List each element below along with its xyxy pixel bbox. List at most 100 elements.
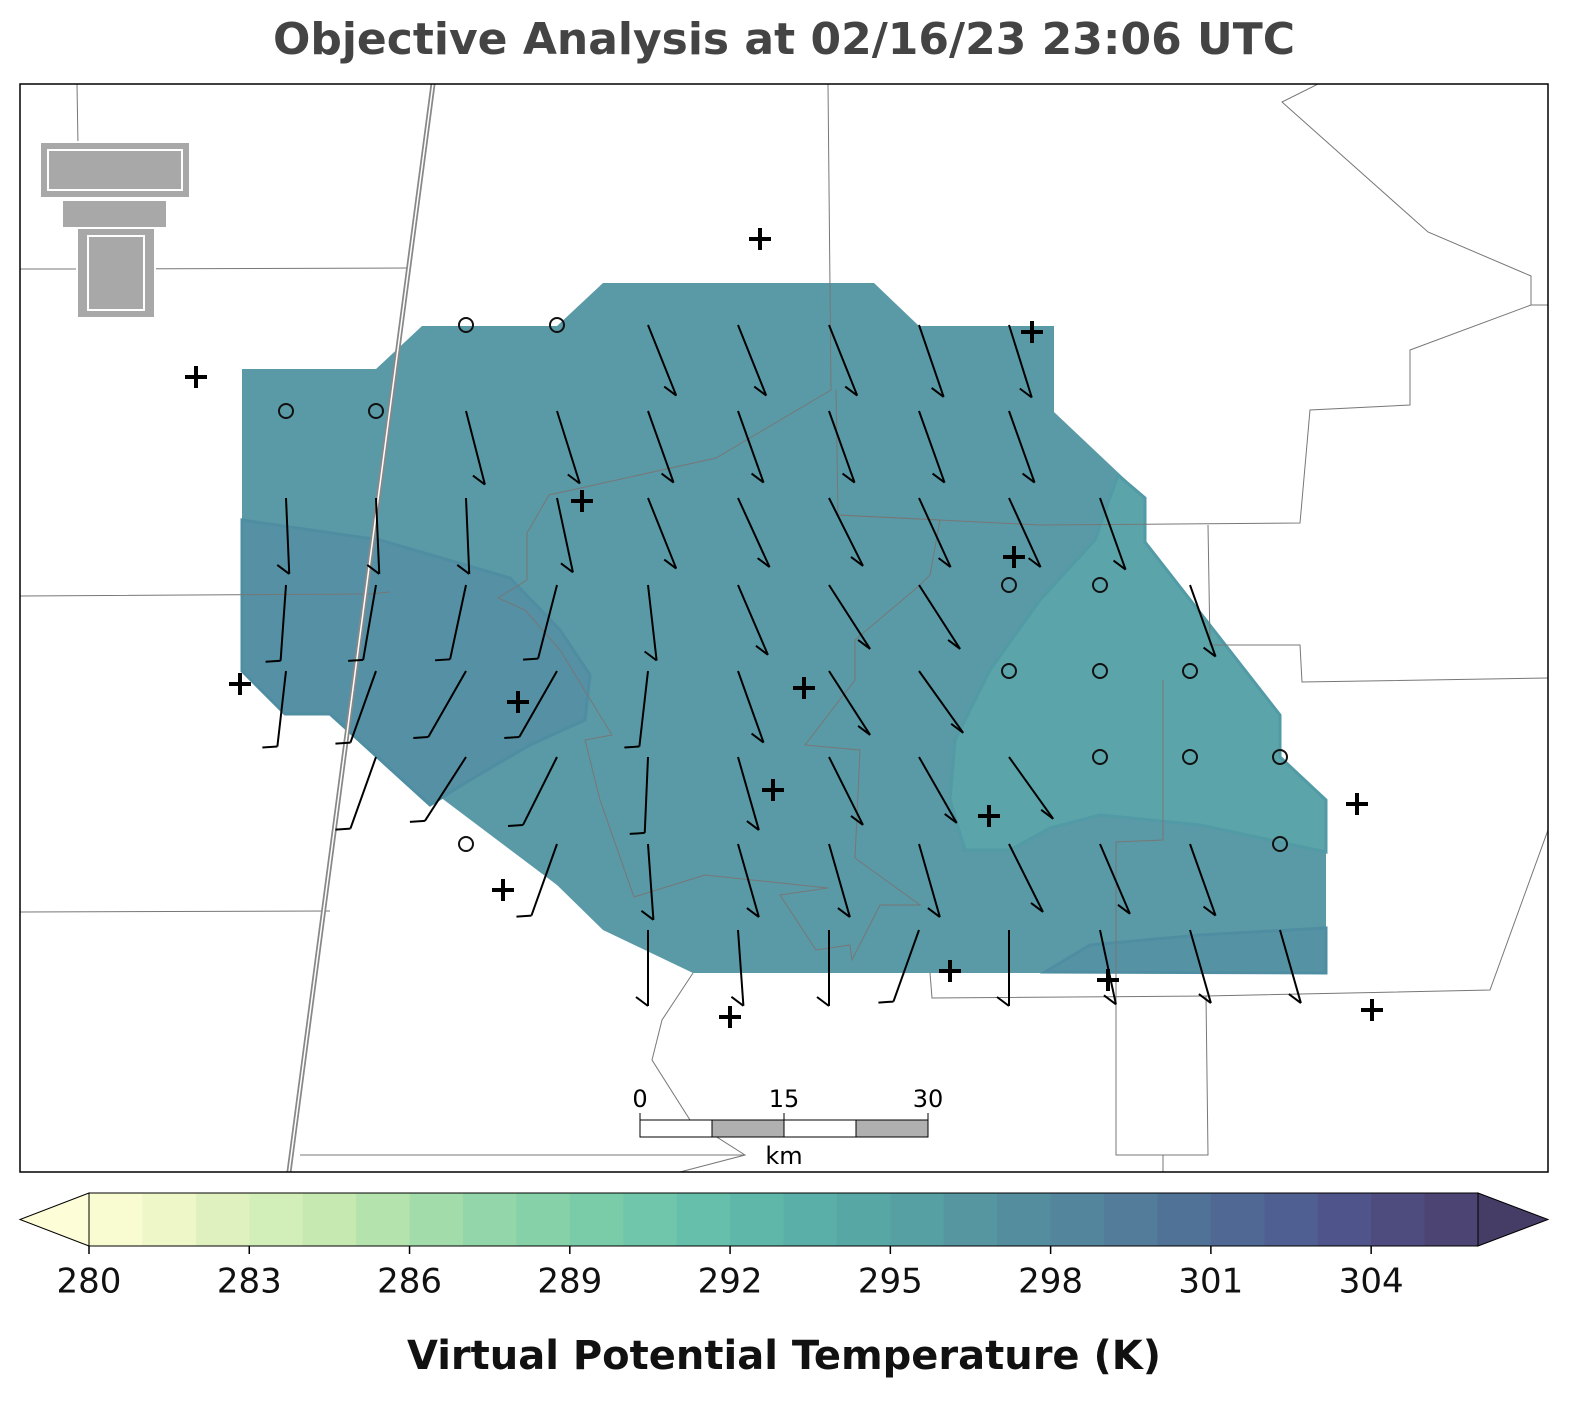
wind-barb [362, 584, 377, 661]
wind-barb [828, 584, 871, 650]
analysis-fill-warm [240, 518, 592, 807]
wind-barb [647, 584, 658, 661]
wind-barb-flag [335, 741, 351, 745]
wind-barb-flag [837, 907, 851, 918]
wind-barb-flag [1030, 902, 1044, 913]
wind-barb-flag [265, 659, 281, 663]
wind-barb-flag [560, 562, 574, 574]
wind-barb [737, 324, 768, 396]
station-plus [978, 805, 1000, 827]
wind-barb-flag [1198, 993, 1212, 1004]
wind-barb-flag [841, 472, 856, 484]
wind-barb [737, 410, 765, 483]
colorbar-tick-label: 283 [217, 1262, 282, 1302]
wind-barb-flag [413, 735, 429, 739]
station-circle [1272, 749, 1288, 765]
wind-barb-flag [878, 1000, 894, 1004]
wind-barb-flag [850, 815, 864, 826]
colorbar-label: Virtual Potential Temperature (K) [407, 1333, 1161, 1379]
wind-barb-flag [850, 556, 864, 567]
station-circle [1092, 663, 1108, 679]
colorbar-segment [195, 1193, 250, 1246]
wind-barb-flag [348, 658, 364, 662]
scale-tick-label: 15 [769, 1085, 800, 1113]
wind-barb [647, 410, 675, 483]
wind-barb-flag [262, 745, 278, 749]
wind-barb [1008, 410, 1036, 483]
wind-barb [828, 410, 856, 483]
wind-barb-flag [755, 645, 769, 656]
station-circle [1182, 749, 1198, 765]
station-plus [793, 677, 815, 699]
wind-barb-flag [1103, 994, 1117, 1006]
wind-barb [276, 670, 287, 747]
station-circle [1092, 749, 1108, 765]
wind-barb-flag [944, 813, 958, 824]
wind-barb-flag [435, 658, 451, 662]
wind-barb [737, 670, 765, 743]
wind-barb [530, 843, 558, 916]
wind-barb [892, 929, 920, 1002]
station-plus [749, 228, 771, 250]
scale-tick-label: 0 [632, 1085, 647, 1113]
map-area [20, 84, 1548, 1172]
wind-barb-flag [927, 907, 941, 918]
wind-barb [522, 756, 558, 826]
wind-barb [465, 410, 486, 485]
wind-barb-flag [1112, 559, 1127, 571]
colorbar-segment [730, 1193, 784, 1246]
wind-barb-flag [624, 745, 640, 749]
colorbar-tick-label: 286 [377, 1262, 442, 1302]
wind-barb [449, 584, 467, 660]
wind-barb [737, 929, 745, 1006]
wind-barb [647, 324, 678, 396]
scale-unit: km [765, 1142, 802, 1170]
wind-barb [918, 756, 958, 824]
wind-barb-flag [1117, 904, 1131, 915]
county-lines [20, 84, 1548, 1172]
wind-barb-flag [950, 723, 964, 734]
wind-barb-flag [937, 557, 952, 568]
wind-barb [918, 670, 964, 734]
colorbar-segment [1050, 1193, 1105, 1246]
wind-barb [1099, 497, 1127, 570]
station-plus [492, 879, 514, 901]
wind-barb-flag [931, 387, 945, 398]
wind-barb [518, 670, 558, 738]
colorbar-tick-label: 298 [1018, 1262, 1083, 1302]
scale-segment [783, 1119, 857, 1138]
colorbar-segment [516, 1193, 571, 1246]
colorbar-segment [356, 1193, 411, 1246]
scale-segment [711, 1119, 785, 1138]
wind-barb [737, 843, 760, 918]
station-plus [229, 673, 251, 695]
colorbar-segment [89, 1193, 143, 1246]
wind-barb-flag [644, 650, 658, 662]
wind-barb-flag [996, 996, 1010, 1007]
wind-barb [556, 497, 574, 573]
wind-barb-flag [750, 732, 765, 744]
station-circle [1272, 836, 1288, 852]
scale-segment [855, 1119, 929, 1138]
wind-barb-flag [629, 831, 645, 835]
wind-barb [279, 584, 287, 661]
wind-barb-flag [1021, 472, 1036, 484]
colorbar-segment [1104, 1193, 1158, 1246]
wind-barb-flag [746, 820, 760, 831]
station-plus [1361, 999, 1383, 1021]
scale-segment [639, 1119, 713, 1138]
colorbar-segment [676, 1193, 731, 1246]
colorbar-frame [88, 1192, 1479, 1247]
wind-barb [1008, 497, 1042, 568]
wind-barb-flag [504, 735, 520, 739]
wind-barb [643, 756, 649, 833]
wind-barb [1189, 584, 1217, 657]
colorbar-tick-label: 280 [57, 1262, 122, 1302]
wind-barb-flag [756, 557, 771, 568]
station-plus [1346, 793, 1368, 815]
station-plus [762, 779, 784, 801]
station-plus [185, 366, 207, 388]
wind-barb-flag [472, 474, 486, 486]
wind-barb-flag [366, 564, 380, 575]
